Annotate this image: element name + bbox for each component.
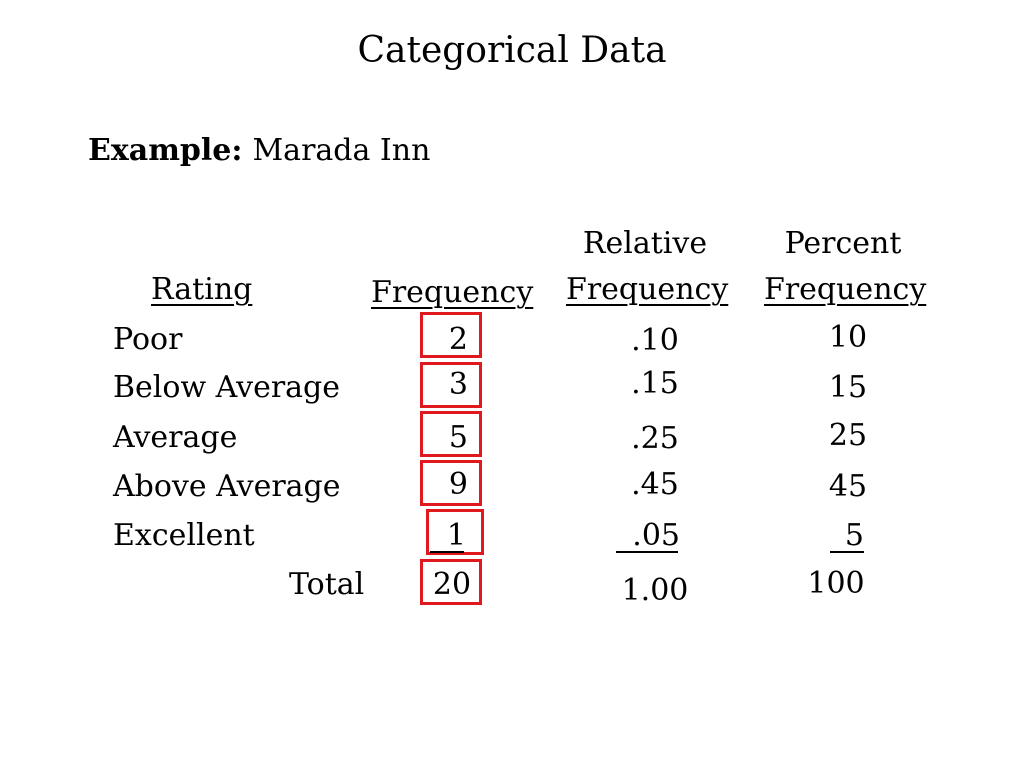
- example-line: Example: Marada Inn: [88, 133, 430, 168]
- row-relative: .45: [631, 467, 679, 502]
- row-rating: Above Average: [113, 469, 341, 504]
- row-frequency: 5: [448, 420, 468, 455]
- header-relative-line2: Frequency: [566, 272, 729, 307]
- header-percent-line1: Percent: [784, 226, 902, 261]
- row-relative: .25: [631, 421, 679, 456]
- row-rating: Poor: [113, 322, 183, 357]
- header-rating: Rating: [151, 272, 253, 307]
- frequency-highlight-box: [426, 509, 484, 555]
- row-frequency: 2: [448, 322, 468, 357]
- sum-underline: [430, 551, 464, 553]
- row-frequency: 9: [448, 467, 468, 502]
- frequency-highlight-box: [420, 559, 482, 605]
- frequency-highlight-box: [420, 411, 482, 457]
- frequency-highlight-box: [420, 362, 482, 408]
- sum-underline: [830, 551, 864, 553]
- row-frequency: 3: [448, 367, 468, 402]
- total-label: Total: [289, 567, 365, 602]
- row-percent: 10: [828, 320, 868, 355]
- row-percent: 5: [844, 518, 864, 553]
- row-percent: 25: [828, 418, 868, 453]
- total-relative: 1.00: [621, 573, 689, 608]
- sum-underline: [616, 551, 678, 553]
- total-percent: 100: [807, 566, 865, 601]
- row-relative: .05: [632, 518, 680, 553]
- header-frequency: Frequency: [371, 275, 534, 310]
- example-label: Example:: [88, 133, 243, 168]
- frequency-highlight-box: [420, 460, 482, 506]
- header-percent-line2: Frequency: [764, 272, 927, 307]
- page-title: Categorical Data: [357, 30, 667, 71]
- row-frequency: 1: [446, 518, 466, 553]
- row-rating: Excellent: [113, 518, 255, 553]
- example-name: Marada Inn: [252, 133, 431, 168]
- row-relative: .10: [631, 323, 679, 358]
- total-frequency: 20: [432, 567, 472, 602]
- header-relative-line1: Relative: [582, 226, 708, 261]
- row-percent: 45: [828, 469, 868, 504]
- frequency-highlight-box: [420, 312, 482, 358]
- row-rating: Below Average: [113, 370, 341, 405]
- row-rating: Average: [113, 420, 238, 455]
- row-relative: .15: [631, 366, 679, 401]
- row-percent: 15: [828, 370, 868, 405]
